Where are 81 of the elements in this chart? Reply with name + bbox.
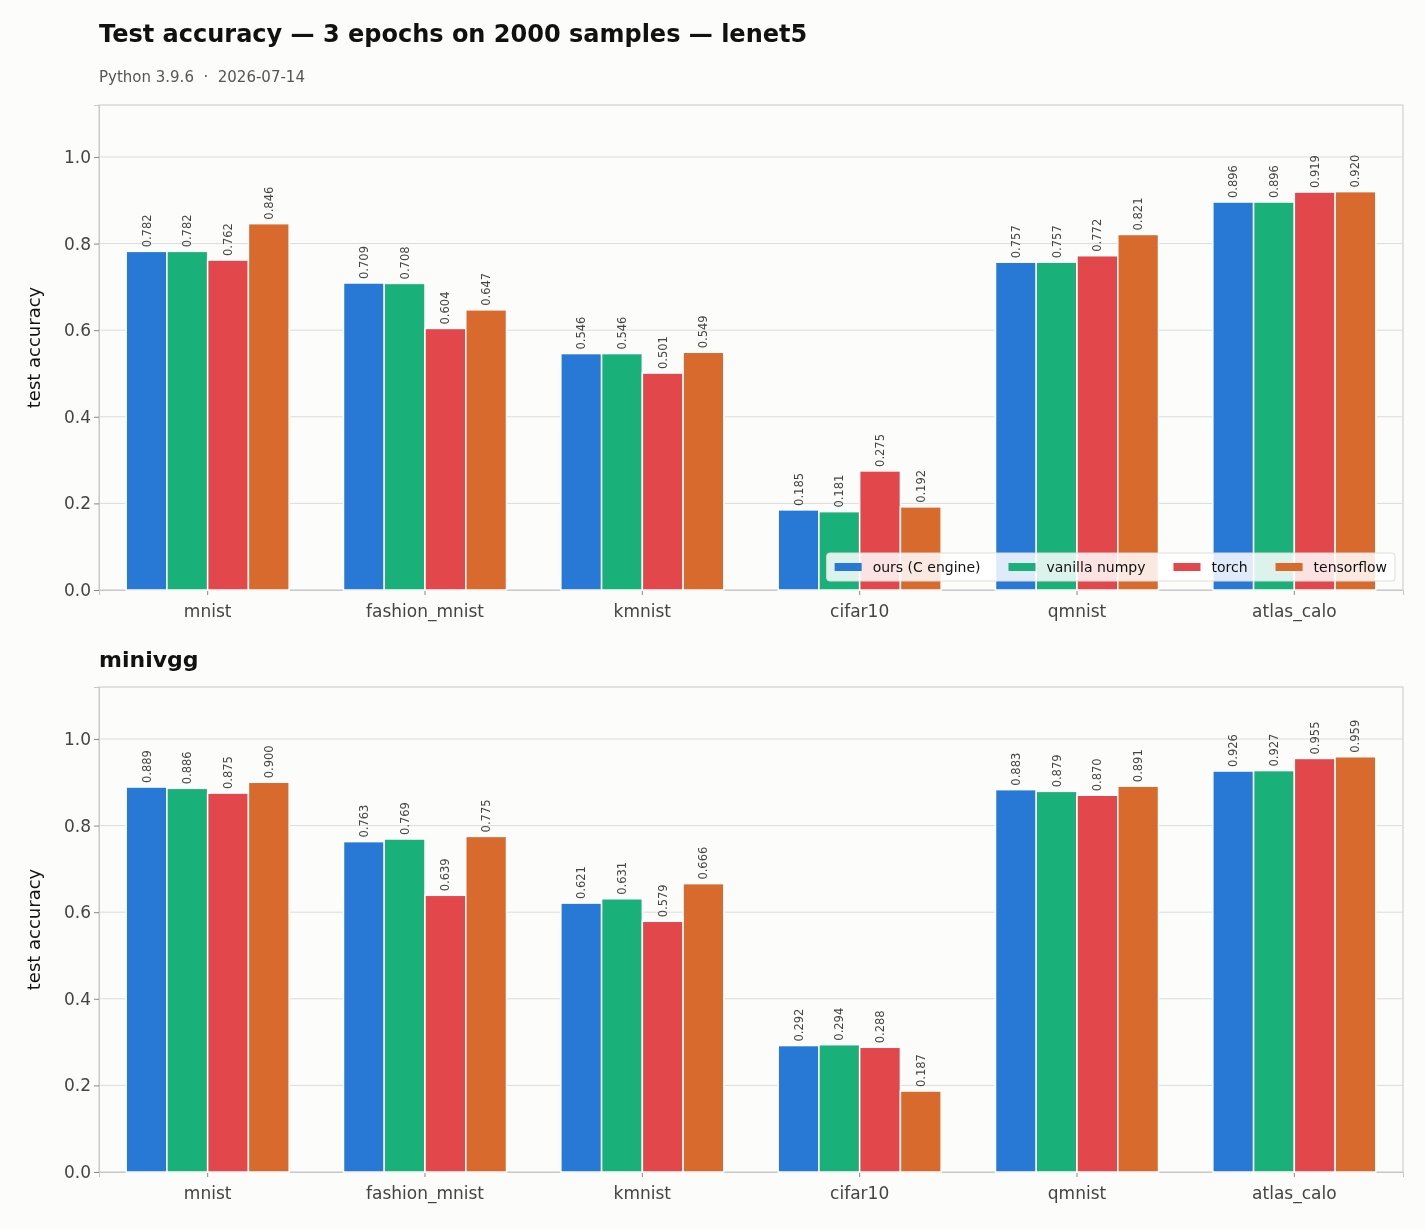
data-label: 0.959 xyxy=(1348,719,1363,753)
data-label: 0.604 xyxy=(438,291,453,325)
data-label: 0.772 xyxy=(1090,218,1105,252)
data-label: 0.769 xyxy=(397,802,412,835)
x-tick-label: kmnist xyxy=(613,600,672,621)
data-label: 0.886 xyxy=(180,751,195,785)
data-label: 0.757 xyxy=(1049,225,1064,259)
data-label: 0.639 xyxy=(438,858,453,892)
data-label: 0.891 xyxy=(1131,749,1146,783)
y-tick-label: 0.8 xyxy=(63,233,91,254)
data-label: 0.870 xyxy=(1090,758,1105,792)
data-label: 0.782 xyxy=(139,214,154,248)
data-label: 0.192 xyxy=(913,469,928,503)
y-tick-label: 0.8 xyxy=(63,815,91,836)
data-label: 0.782 xyxy=(180,214,195,248)
y-tick-label: 0.4 xyxy=(63,406,91,427)
data-label: 0.647 xyxy=(479,272,494,306)
data-label: 0.762 xyxy=(221,223,236,257)
data-label: 0.631 xyxy=(614,861,629,895)
y-axis-title: test accuracy xyxy=(23,286,44,409)
y-tick-label: 1.0 xyxy=(63,146,91,167)
legend-label: vanilla numpy xyxy=(1046,559,1146,575)
data-label: 0.546 xyxy=(614,316,629,350)
data-label: 0.288 xyxy=(873,1010,888,1044)
x-tick-label: qmnist xyxy=(1047,600,1107,621)
x-tick-label: mnist xyxy=(183,1182,232,1203)
data-label: 0.879 xyxy=(1049,754,1064,788)
data-label: 0.546 xyxy=(574,316,589,350)
data-label: 0.621 xyxy=(574,866,589,900)
data-label: 0.846 xyxy=(261,186,276,220)
data-label: 0.501 xyxy=(655,336,670,370)
data-label: 0.549 xyxy=(696,315,711,349)
x-tick-label: qmnist xyxy=(1047,1182,1107,1203)
x-tick-label: atlas_calo xyxy=(1252,600,1337,622)
legend-label: ours (C engine) xyxy=(872,559,981,575)
x-tick-label: fashion_mnist xyxy=(365,1182,485,1204)
legend-label: torch xyxy=(1211,559,1248,575)
data-label: 0.821 xyxy=(1131,197,1146,231)
data-label: 0.757 xyxy=(1008,225,1023,259)
data-label: 0.185 xyxy=(791,472,806,506)
data-label: 0.709 xyxy=(356,246,371,279)
y-axis-title: test accuracy xyxy=(23,868,44,991)
chart-title: minivgg xyxy=(99,647,199,672)
data-label: 0.889 xyxy=(139,750,154,784)
data-label: 0.292 xyxy=(791,1008,806,1042)
y-tick-label: 1.0 xyxy=(63,728,91,749)
data-label: 0.883 xyxy=(1008,752,1023,786)
data-label: 0.294 xyxy=(832,1007,847,1041)
x-tick-label: cifar10 xyxy=(830,1182,890,1203)
y-tick-label: 0.0 xyxy=(63,1161,91,1182)
data-label: 0.763 xyxy=(356,804,371,838)
data-label: 0.926 xyxy=(1226,734,1241,768)
data-label: 0.920 xyxy=(1348,154,1363,188)
data-label: 0.875 xyxy=(221,756,236,790)
y-tick-label: 0.6 xyxy=(63,902,91,923)
y-tick-label: 0.2 xyxy=(63,1075,91,1096)
x-tick-label: atlas_calo xyxy=(1252,1182,1337,1204)
chart-subtitle: Python 3.9.6 · 2026-07-14 xyxy=(99,68,305,86)
data-label: 0.775 xyxy=(479,799,494,833)
y-tick-label: 0.0 xyxy=(63,579,91,600)
data-label: 0.275 xyxy=(873,433,888,467)
y-tick-label: 0.6 xyxy=(63,320,91,341)
x-tick-label: fashion_mnist xyxy=(365,600,485,622)
data-label: 0.919 xyxy=(1307,155,1322,189)
legend-label: tensorflow xyxy=(1313,559,1387,575)
chart-title: Test accuracy — 3 epochs on 2000 samples — lenet5 xyxy=(99,20,808,48)
data-label: 0.187 xyxy=(913,1054,928,1088)
data-label: 0.900 xyxy=(261,745,276,779)
data-label: 0.927 xyxy=(1266,733,1281,767)
data-label: 0.955 xyxy=(1307,721,1322,755)
y-tick-label: 0.4 xyxy=(63,988,91,1009)
data-label: 0.579 xyxy=(655,884,670,918)
data-label: 0.708 xyxy=(397,246,412,280)
data-label: 0.181 xyxy=(832,474,847,508)
x-tick-label: mnist xyxy=(183,600,232,621)
data-label: 0.666 xyxy=(696,846,711,880)
x-tick-label: cifar10 xyxy=(830,600,890,621)
x-tick-label: kmnist xyxy=(613,1182,672,1203)
y-tick-label: 0.2 xyxy=(63,493,91,514)
data-label: 0.896 xyxy=(1266,165,1281,198)
data-label: 0.896 xyxy=(1226,165,1241,198)
